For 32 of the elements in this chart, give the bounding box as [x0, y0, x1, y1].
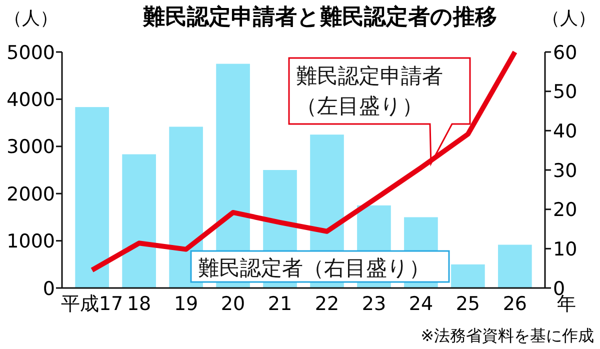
y-tick-label: 3000	[6, 136, 55, 158]
text: ※法務省資料を基に作成	[420, 326, 594, 345]
y2-tick-label: 50	[553, 81, 578, 104]
y2-tick-label: 10	[553, 238, 578, 261]
y2-tick-label: 40	[553, 120, 578, 143]
y-tick-label: 4000	[6, 89, 55, 112]
x-tick-label: 18	[126, 293, 152, 315]
x-tick-label: 21	[268, 293, 292, 315]
x-tick-label: 平成17	[60, 293, 124, 315]
series-label: 難民認定者（右目盛り）	[198, 256, 430, 280]
x-tick-label: 24	[408, 293, 434, 315]
bar	[75, 107, 109, 288]
y-axis-title: （人）	[4, 8, 58, 29]
chart-title: 難民認定申請者と難民認定者の推移	[142, 4, 497, 30]
x-tick-label: 22	[314, 293, 340, 315]
bar	[498, 244, 532, 288]
y-tick-label: 0	[42, 278, 55, 300]
y2-tick-label: 60	[553, 42, 578, 64]
bar	[122, 154, 156, 288]
y2-tick-label: 20	[553, 199, 578, 222]
series-label: 難民認定申請者（左目盛り）	[296, 64, 443, 118]
x-tick-label: 20	[220, 293, 246, 315]
x-tick-label: 23	[362, 293, 386, 315]
y2-tick-label: 30	[553, 160, 578, 182]
y-tick-label: 5000	[6, 42, 55, 64]
x-tick-label: 25	[456, 293, 480, 315]
y2-axis-title: （人）	[542, 8, 596, 29]
bar	[451, 264, 485, 288]
y-tick-label: 1000	[6, 230, 55, 253]
y-tick-label: 2000	[6, 183, 55, 206]
x-tick-label: 19	[174, 293, 198, 315]
x-tick-label: 26	[502, 293, 528, 315]
